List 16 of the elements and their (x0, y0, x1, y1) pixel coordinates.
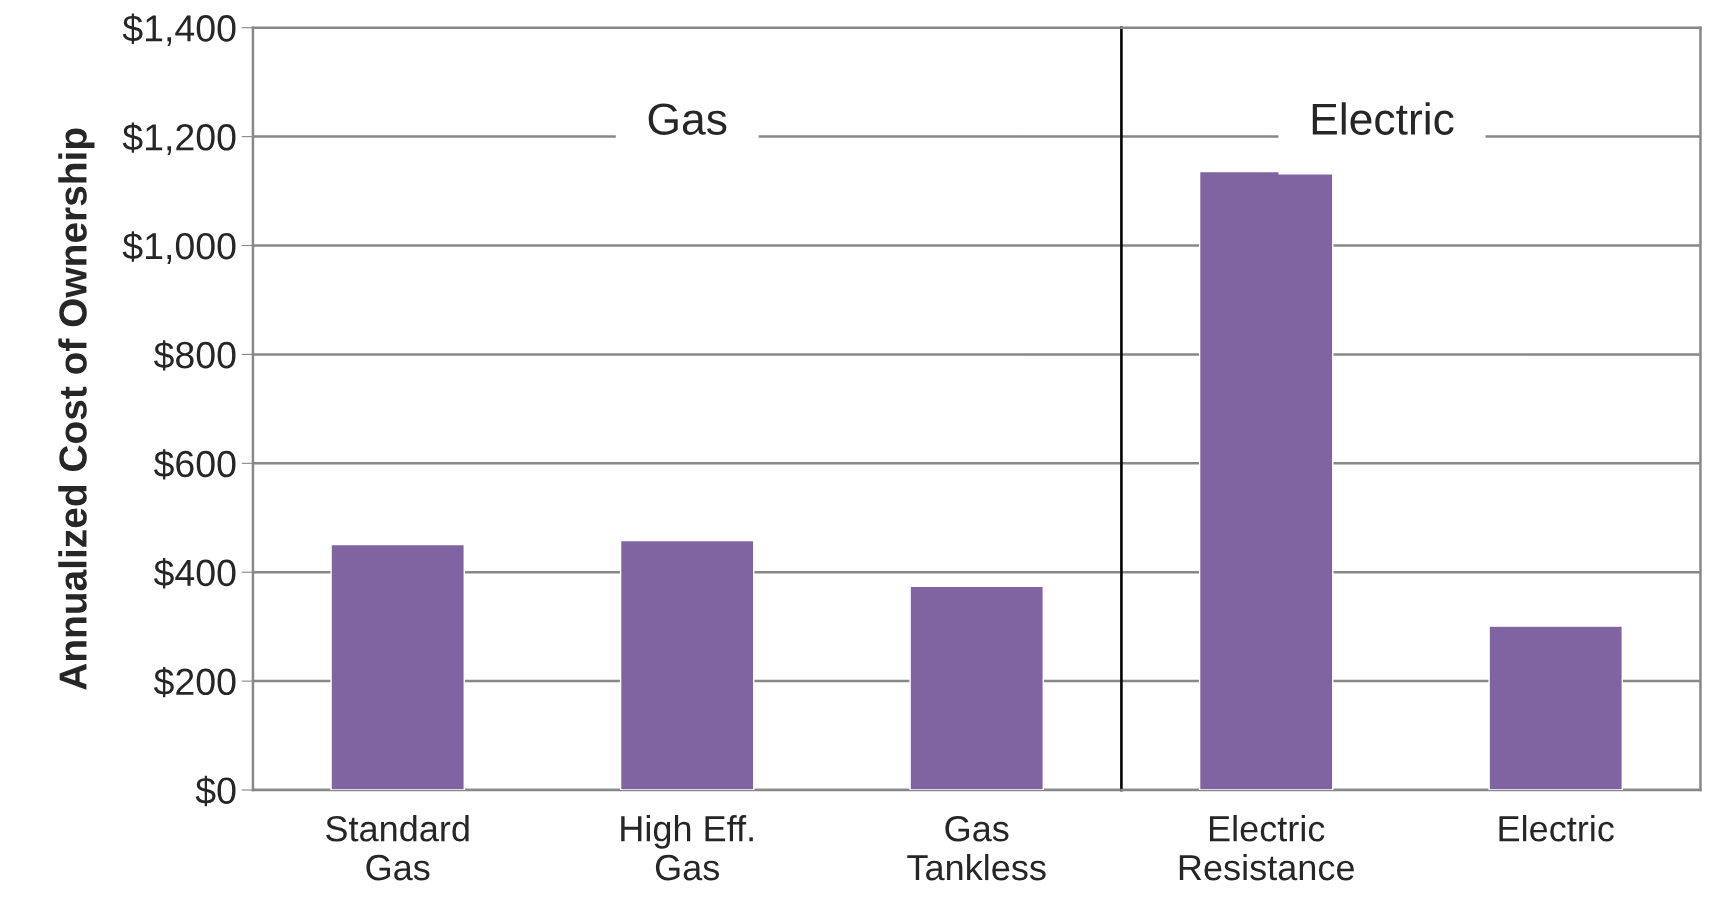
text: Electric (1312, 102, 1454, 135)
y-tick-label: $600 (153, 449, 236, 480)
y-tick-label: $400 (153, 558, 236, 589)
y-tick-label: $1,400 (122, 13, 236, 47)
x-tick-label: Electric (1499, 815, 1614, 842)
x-tick-label: Standard Gas (326, 815, 469, 881)
y-axis-title: Annualized Cost of Ownership (58, 128, 95, 690)
x-tick-label: Electric Resistance (1179, 815, 1354, 881)
y-tick-label: $1,200 (122, 122, 236, 156)
x-tick-label: High Eff. Gas (621, 815, 753, 881)
x-tick-label: Gas Tankless (907, 815, 1046, 881)
y-tick-label: $800 (153, 340, 236, 371)
text: Gas (648, 103, 727, 135)
y-tick-label: $200 (153, 666, 236, 698)
y-tick-label: $0 (195, 775, 236, 807)
y-tick-label: $1,000 (122, 231, 236, 264)
